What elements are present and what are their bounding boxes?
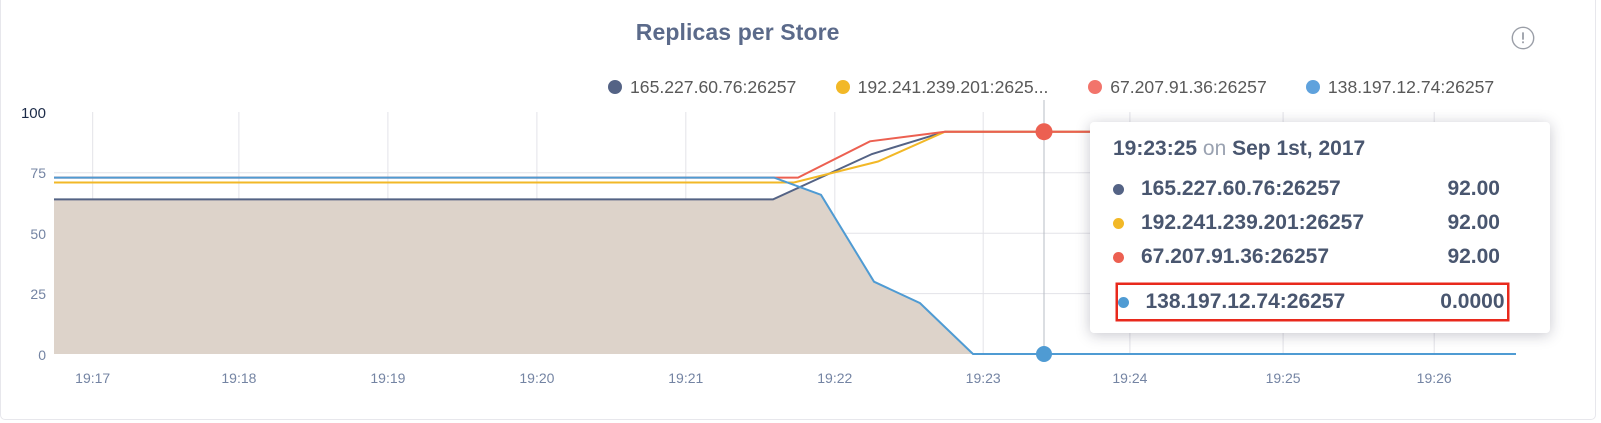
- svg-text:0: 0: [38, 347, 46, 363]
- svg-text:19:17: 19:17: [75, 370, 110, 386]
- svg-text:19:20: 19:20: [519, 370, 554, 386]
- svg-text:19:23: 19:23: [966, 370, 1001, 386]
- svg-text:19:25: 19:25: [1266, 370, 1301, 386]
- svg-text:50: 50: [30, 226, 46, 242]
- svg-text:19:26: 19:26: [1417, 370, 1452, 386]
- svg-text:19:22: 19:22: [817, 370, 852, 386]
- svg-text:19:18: 19:18: [221, 370, 256, 386]
- svg-text:75: 75: [30, 165, 46, 181]
- svg-text:19:19: 19:19: [370, 370, 405, 386]
- svg-text:19:24: 19:24: [1112, 370, 1147, 386]
- svg-text:25: 25: [30, 286, 46, 302]
- svg-text:19:21: 19:21: [668, 370, 703, 386]
- svg-text:100: 100: [21, 105, 46, 122]
